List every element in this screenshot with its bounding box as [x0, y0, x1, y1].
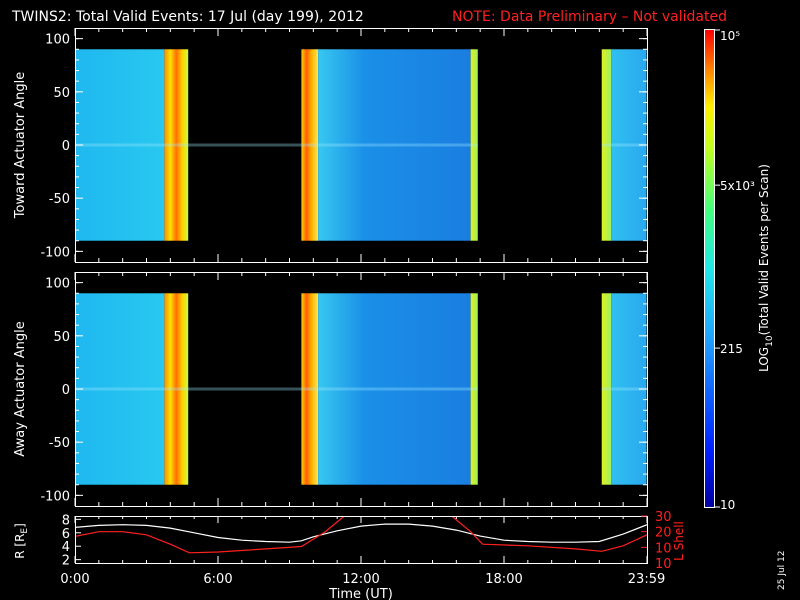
toward-angle-panel: 100 50 0 -50 -100 Toward Actuator Angle [13, 28, 648, 263]
heatmap-block [470, 293, 478, 485]
y-tick-label: 100 [45, 277, 70, 292]
x-tick-label: 18:00 [485, 572, 522, 587]
colorbar-tick-label: 215 [720, 342, 743, 356]
zero-angle-band [75, 143, 478, 147]
heatmap-block [164, 293, 189, 485]
r-tick-label: 4 [62, 540, 70, 555]
r-axis-label: R [RE] [13, 523, 30, 559]
x-tick-label: 12:00 [342, 572, 379, 587]
lshell-axis-label: L Shell [672, 521, 686, 561]
heatmap-block [601, 293, 612, 485]
y-tick-label: 50 [53, 330, 70, 345]
colorbar-tick-label: 10⁵ [720, 29, 740, 43]
zero-angle-band [601, 387, 647, 391]
heatmap-block [301, 293, 319, 485]
zero-angle-band [601, 143, 647, 147]
y-axis-label: Toward Actuator Angle [13, 72, 28, 219]
lshell-tick-label: 10 [655, 557, 672, 572]
y-tick-label: 0 [62, 139, 70, 154]
colorbar-label: LOG10(Total Valid Events per Scan) [757, 164, 775, 372]
heatmap-block [318, 49, 471, 241]
r-series-line [75, 523, 647, 543]
y-tick-label: -100 [40, 245, 70, 260]
y-axis-label: Away Actuator Angle [13, 321, 28, 456]
colorbar: 10 215 5x10³ 10⁵ LOG10(Total Valid Events p… [704, 29, 775, 512]
r-tick-label: 6 [62, 527, 70, 542]
y-tick-label: 0 [62, 383, 70, 398]
heatmap-block [601, 49, 612, 241]
colorbar-tick-label: 10 [720, 498, 735, 512]
colorbar-frame [704, 29, 715, 508]
colorbar-gradient [705, 30, 714, 507]
chart-title: TWINS2: Total Valid Events: 17 Jul (day … [11, 9, 364, 25]
lshell-tick-label: 20 [655, 526, 672, 541]
zero-angle-band [75, 387, 478, 391]
preliminary-note: NOTE: Data Preliminary – Not validated [452, 9, 727, 25]
heatmap-block [318, 293, 471, 485]
y-tick-label: 100 [45, 33, 70, 48]
away-angle-panel: 100 50 0 -50 -100 Away Actuator Angle [13, 272, 648, 507]
heatmap-block [164, 49, 189, 241]
y-tick-label: 50 [53, 86, 70, 101]
lshell-series-line [75, 516, 647, 554]
r-tick-label: 2 [62, 554, 70, 569]
heatmap-block [75, 293, 165, 485]
y-tick-label: -50 [49, 192, 70, 207]
heatmap-block [470, 49, 478, 241]
y-tick-label: -100 [40, 489, 70, 504]
lshell-tick-label: 10 [655, 541, 672, 556]
x-tick-label: 6:00 [203, 572, 232, 587]
x-tick-label: 0:00 [60, 572, 89, 587]
x-tick-label: 23:59 [628, 572, 665, 587]
lshell-tick-label: 30 [655, 510, 672, 525]
footer-date: 25 Jul 12 [777, 551, 787, 591]
r-tick-label: 8 [62, 513, 70, 528]
heatmap-block [75, 49, 165, 241]
y-tick-label: -50 [49, 436, 70, 451]
heatmap-block [301, 49, 319, 241]
x-axis-label: Time (UT) [328, 587, 393, 600]
colorbar-tick-label: 5x10³ [720, 179, 755, 193]
